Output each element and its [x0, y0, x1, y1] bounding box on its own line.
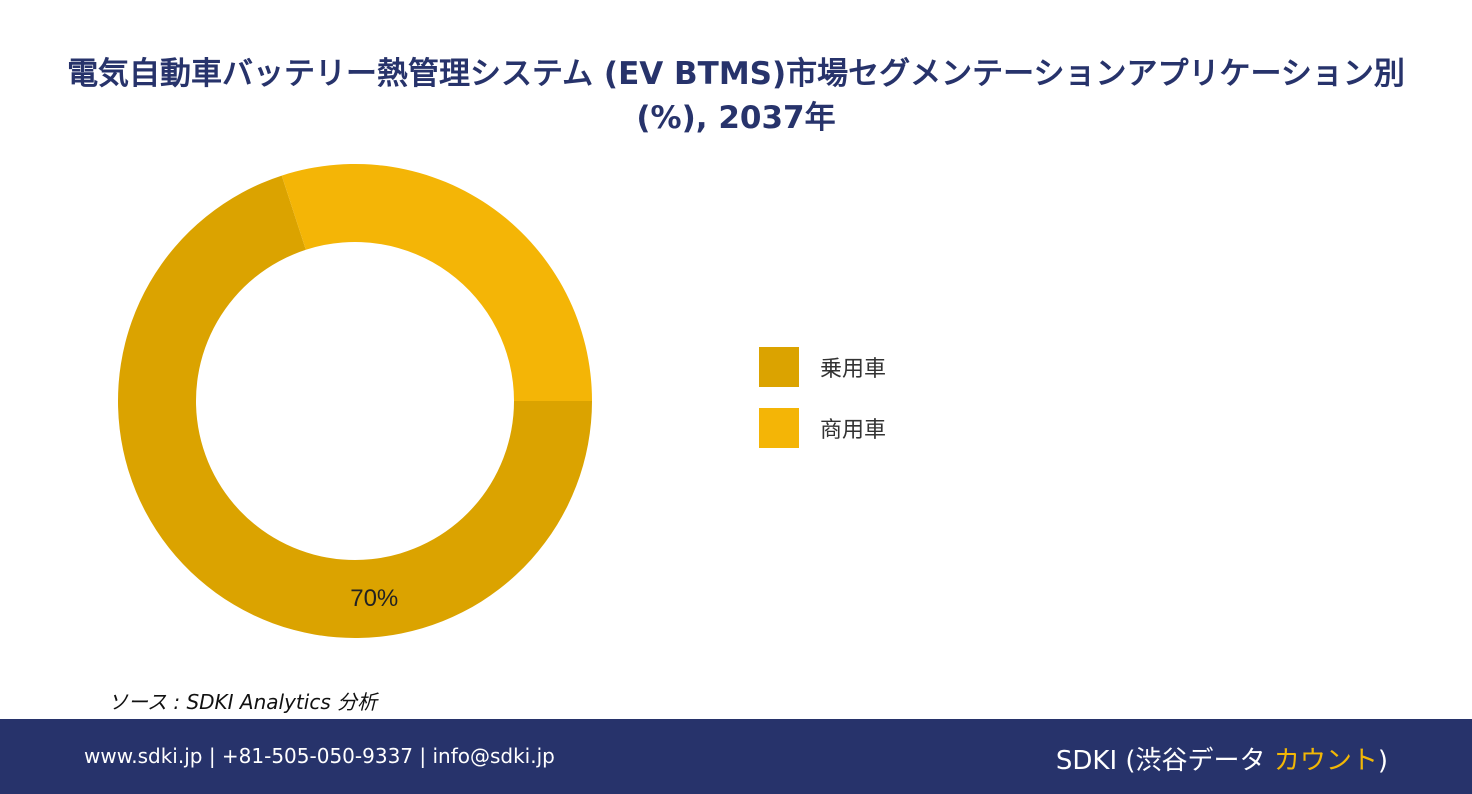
brand-accent: カウント — [1273, 746, 1378, 776]
footer-contact: www.sdki.jp | +81-505-050-9337 | info@sd… — [84, 744, 555, 768]
donut-slices — [117, 164, 592, 639]
donut-slice-commercial — [281, 164, 592, 401]
chart-legend: 乗用車 商用車 — [759, 347, 886, 469]
source-note: ソース : SDKI Analytics 分析 — [108, 690, 378, 714]
legend-item-commercial: 商用車 — [759, 408, 886, 448]
footer-brand: SDKI (渋谷データ カウント) — [1056, 740, 1388, 777]
legend-label-commercial: 商用車 — [820, 418, 887, 443]
brand-close: ) — [1377, 746, 1388, 776]
legend-swatch-commercial — [759, 408, 799, 448]
donut-labels: 70% — [350, 585, 398, 612]
donut-slice-passenger — [117, 175, 592, 639]
chart-title: 電気自動車バッテリー熱管理システム (EV BTMS)市場セグメンテーションアプ… — [67, 56, 1405, 136]
footer-bar: www.sdki.jp | +81-505-050-9337 | info@sd… — [0, 719, 1472, 794]
data-label-passenger: 70% — [350, 585, 398, 612]
brand-main: SDKI (渋谷データ — [1055, 746, 1274, 776]
legend-swatch-passenger — [759, 347, 799, 387]
legend-item-passenger: 乗用車 — [759, 347, 886, 387]
legend-label-passenger: 乗用車 — [820, 357, 887, 382]
